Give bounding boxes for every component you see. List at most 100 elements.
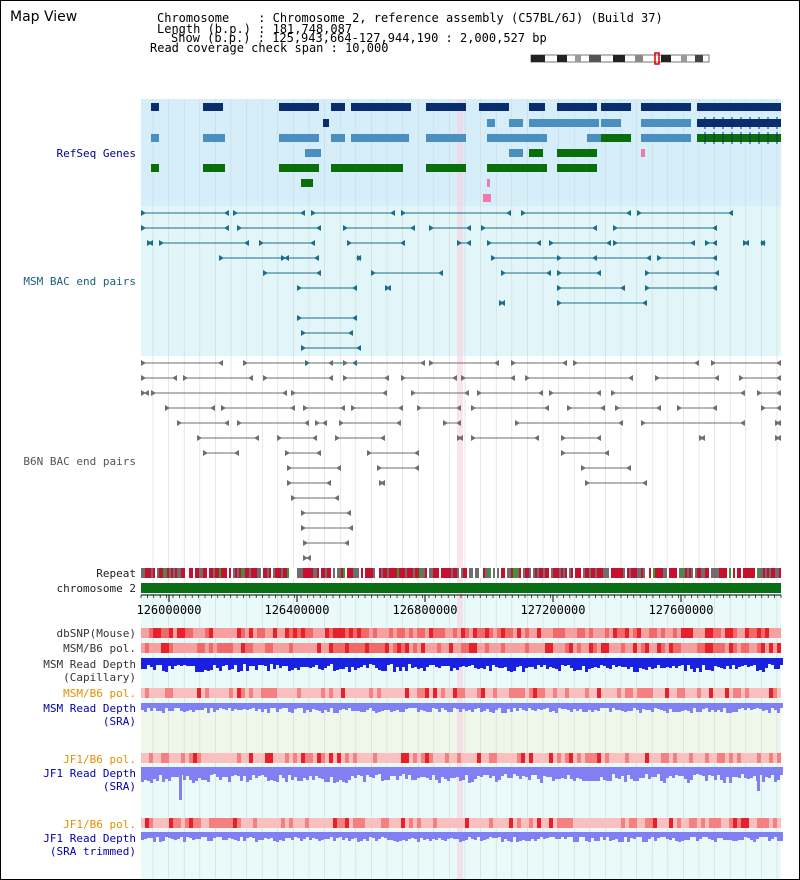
msm-bac-pair-end — [281, 255, 286, 261]
polymorphism-cell — [605, 688, 609, 698]
chromosome-ideogram-icon[interactable] — [530, 52, 710, 65]
b6n-bac-pair-end — [237, 420, 242, 426]
repeat-element — [199, 568, 201, 578]
depth-bar — [243, 658, 246, 664]
repeat-element — [147, 568, 149, 578]
track-label-jf1-b6-pol-1[interactable]: JF1/B6 pol. — [63, 753, 136, 766]
polymorphism-cell — [237, 818, 241, 828]
polymorphism-heat-tracks[interactable] — [141, 628, 781, 828]
track-label-b6n-bac[interactable]: B6N BAC end pairs — [23, 455, 136, 468]
depth-bar — [453, 658, 456, 668]
polymorphism-cell — [221, 643, 225, 653]
depth-bar — [237, 658, 240, 672]
polymorphism-cell — [177, 688, 181, 698]
msm-bac-pair-end — [390, 210, 395, 216]
polymorphism-cell — [357, 643, 361, 653]
depth-bar — [741, 658, 744, 666]
track-label-msm-b6-pol-2[interactable]: MSM/B6 pol. — [63, 687, 136, 700]
depth-bar — [669, 832, 672, 840]
polymorphism-cell — [249, 818, 253, 828]
depth-bar — [774, 703, 777, 710]
polymorphism-cell — [245, 753, 249, 763]
repeat-track[interactable] — [141, 568, 781, 578]
depth-bar — [219, 703, 222, 708]
polymorphism-cell — [297, 818, 301, 828]
polymorphism-cell — [217, 643, 221, 653]
repeat-element — [515, 568, 517, 578]
ruler-tick-label: 127600000 — [648, 603, 713, 617]
depth-bar — [645, 832, 648, 842]
polymorphism-cell — [445, 628, 449, 638]
polymorphism-cell — [313, 818, 317, 828]
b6n-bac-pair-end — [301, 525, 306, 531]
polymorphism-cell — [241, 643, 245, 653]
depth-bar — [558, 703, 561, 708]
polymorphism-cell — [425, 643, 429, 653]
polymorphism-cell — [697, 753, 701, 763]
track-label-jf1-depth-trimmed[interactable]: JF1 Read Depth — [43, 832, 136, 845]
depth-bar — [759, 767, 762, 775]
polymorphism-cell — [381, 628, 385, 638]
track-label-dbsnp[interactable]: dbSNP(Mouse) — [56, 627, 136, 640]
b6n-bac-pair-end — [377, 465, 382, 471]
track-label-msm-bac[interactable]: MSM BAC end pairs — [23, 275, 136, 288]
polymorphism-cell — [721, 753, 725, 763]
b6n-bac-pair-end — [471, 435, 476, 441]
track-label-jf1-depth-sra[interactable]: JF1 Read Depth — [43, 767, 136, 780]
read-depth-tracks[interactable] — [141, 658, 783, 842]
polymorphism-cell — [169, 688, 173, 698]
track-label-msm-b6-pol-1[interactable]: MSM/B6 pol. — [63, 642, 136, 655]
polymorphism-cell — [545, 818, 549, 828]
depth-bar — [723, 767, 726, 783]
track-label-refseq[interactable]: RefSeq Genes — [56, 147, 136, 160]
polymorphism-cell — [373, 643, 377, 653]
msm-bac-pair-end — [348, 330, 353, 336]
track-label-repeat[interactable]: Repeat — [96, 567, 136, 580]
depth-bar — [315, 832, 318, 839]
polymorphism-cell — [597, 753, 601, 763]
refseq-genes-track[interactable] — [151, 103, 781, 202]
track-label-msm-depth-sra[interactable]: MSM Read Depth — [43, 702, 136, 715]
polymorphism-cell — [669, 753, 673, 763]
b6n-bac-pair-end — [461, 375, 466, 381]
repeat-element — [643, 568, 645, 578]
polymorphism-cell — [489, 643, 493, 653]
depth-bar — [240, 703, 243, 710]
depth-bar — [486, 767, 489, 775]
msm-bac-track[interactable] — [141, 210, 766, 366]
polymorphism-cell — [141, 753, 145, 763]
repeat-element — [733, 568, 735, 578]
depth-bar — [228, 832, 231, 838]
polymorphism-cell — [197, 643, 201, 653]
repeat-element — [145, 568, 147, 578]
depth-bar — [744, 703, 747, 710]
depth-bar — [192, 767, 195, 783]
track-label-chromosome: chromosome 2 — [56, 582, 136, 595]
coverage-span-info: Read coverage check span : 10,000 — [150, 41, 389, 55]
polymorphism-cell — [769, 688, 773, 698]
repeat-element — [189, 568, 191, 578]
depth-bar — [180, 658, 183, 666]
repeat-element — [757, 568, 759, 578]
depth-bar — [693, 703, 696, 708]
polymorphism-cell — [365, 688, 369, 698]
polymorphism-cell — [741, 628, 745, 638]
depth-bar — [558, 658, 561, 671]
depth-bar — [162, 703, 165, 713]
polymorphism-cell — [225, 628, 229, 638]
depth-bar — [246, 658, 249, 671]
depth-bar — [183, 832, 186, 842]
gene-feature — [351, 134, 409, 142]
track-label-msm-depth-capillary[interactable]: MSM Read Depth — [43, 658, 136, 671]
b6n-bac-track[interactable] — [141, 360, 781, 561]
track-label-jf1-b6-pol-2[interactable]: JF1/B6 pol. — [63, 818, 136, 831]
repeat-element — [575, 568, 577, 578]
repeat-element — [153, 568, 155, 578]
repeat-element — [521, 568, 523, 578]
polymorphism-cell — [409, 753, 413, 763]
gene-feature — [641, 103, 691, 111]
depth-bar — [216, 703, 219, 710]
polymorphism-cell — [757, 643, 761, 653]
polymorphism-cell — [341, 688, 345, 698]
